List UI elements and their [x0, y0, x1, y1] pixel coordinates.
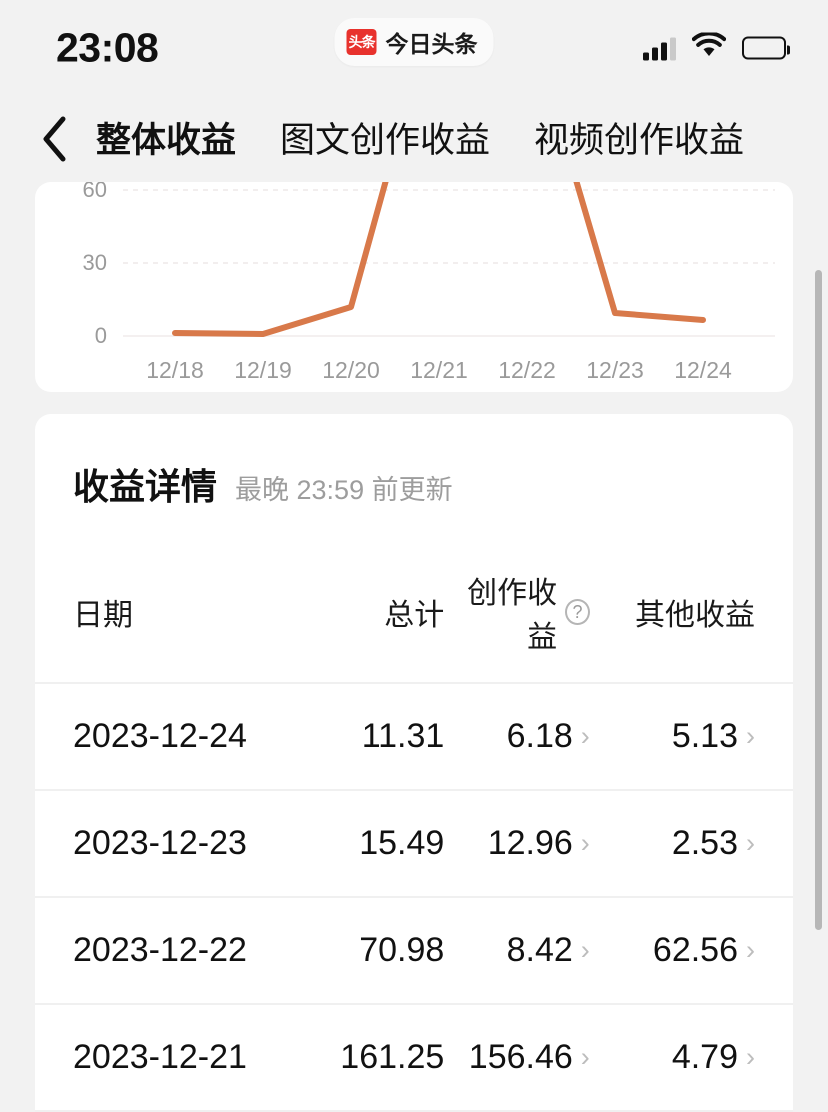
cell-creation[interactable]: 8.42 ›	[444, 897, 634, 1004]
cell-other-value: 2.53	[671, 824, 738, 862]
tab-label: 整体收益	[96, 120, 237, 160]
detail-subtitle: 最晚 23:59 前更新	[235, 475, 453, 505]
cell-creation[interactable]: 156.46 ›	[444, 1004, 634, 1111]
xtick-label: 12/19	[234, 357, 292, 383]
cell-creation[interactable]: 6.18 ›	[444, 683, 634, 790]
ytick-label: 60	[83, 182, 107, 202]
cell-other[interactable]: 62.56 ›	[634, 897, 793, 1004]
cell-other-value: 4.79	[671, 1038, 738, 1076]
column-header-date: 日期	[73, 599, 133, 632]
cell-date: 2023-12-21	[73, 1038, 247, 1076]
cell-date: 2023-12-22	[73, 931, 247, 969]
toutiao-logo-icon: 头条	[346, 29, 377, 55]
island-app-name: 今日头条	[385, 31, 478, 57]
chevron-right-icon: ›	[746, 721, 755, 751]
chevron-right-icon: ›	[580, 935, 590, 965]
cell-other[interactable]: 2.53 ›	[634, 790, 793, 897]
ytick-label: 0	[95, 323, 107, 348]
cell-total: 70.98	[359, 931, 445, 969]
cell-other[interactable]: 4.79 ›	[634, 1004, 793, 1111]
wifi-icon	[691, 31, 727, 64]
earnings-line-chart: 60 30 0 12/18 12/19 12/20 12/21 12/22 12…	[35, 182, 793, 392]
cell-total: 11.31	[361, 717, 445, 755]
chevron-right-icon: ›	[580, 828, 590, 858]
table-row[interactable]: 2023-12-24 11.31 6.18 › 5.13 ›	[35, 683, 793, 790]
table-row[interactable]: 2023-12-21 161.25 156.46 › 4.79 ›	[35, 1004, 793, 1111]
xtick-label: 12/23	[586, 357, 644, 383]
cell-creation-value: 8.42	[506, 931, 573, 969]
tab-label: 图文创作收益	[280, 120, 491, 160]
column-header-creation-label: 创作收益	[467, 577, 558, 654]
cell-total: 161.25	[340, 1038, 445, 1076]
chevron-right-icon: ›	[580, 721, 590, 751]
cell-creation-value: 12.96	[487, 824, 573, 862]
cell-other-value: 5.13	[671, 717, 738, 755]
battery-icon	[742, 36, 790, 60]
tab-article-earnings[interactable]: 图文创作收益	[280, 112, 490, 167]
detail-title: 收益详情	[73, 466, 218, 507]
xtick-label: 12/24	[674, 357, 732, 383]
xtick-label: 12/20	[322, 357, 380, 383]
chevron-right-icon: ›	[746, 828, 755, 858]
ytick-label: 30	[83, 250, 107, 275]
table-row[interactable]: 2023-12-23 15.49 12.96 › 2.53 ›	[35, 790, 793, 897]
cell-creation-value: 156.46	[468, 1038, 573, 1076]
dynamic-island-app-pill[interactable]: 头条 今日头条	[334, 18, 494, 66]
vertical-scrollbar[interactable]	[815, 270, 822, 930]
status-icons	[643, 31, 790, 64]
cell-other[interactable]: 5.13 ›	[634, 683, 793, 790]
scroll-content[interactable]: 60 30 0 12/18 12/19 12/20 12/21 12/22 12…	[0, 182, 828, 1112]
tab-label: 视频创作收益	[534, 120, 745, 160]
earnings-chart-card: 60 30 0 12/18 12/19 12/20 12/21 12/22 12…	[35, 182, 793, 392]
tab-list: 整体收益 图文创作收益 视频创作收益	[96, 112, 744, 193]
question-mark-icon[interactable]: ?	[565, 599, 590, 625]
table-body: 2023-12-24 11.31 6.18 › 5.13 › 2023-12-23 …	[35, 683, 793, 1112]
cell-creation[interactable]: 12.96 ›	[444, 790, 634, 897]
earnings-detail-card: 收益详情 最晚 23:59 前更新 日期 总计 创作收益 ? 其他	[35, 414, 793, 1112]
column-header-other: 其他收益	[635, 599, 755, 632]
xtick-label: 12/18	[146, 357, 204, 383]
status-time: 23:08	[56, 24, 159, 71]
tab-video-earnings[interactable]: 视频创作收益	[534, 112, 744, 167]
detail-header: 收益详情 最晚 23:59 前更新	[35, 414, 793, 546]
cell-total: 15.49	[359, 824, 445, 862]
chart-svg: 60 30 0 12/18 12/19 12/20 12/21 12/22 12…	[83, 182, 775, 383]
cell-date: 2023-12-23	[73, 824, 247, 862]
tab-overall-earnings[interactable]: 整体收益	[96, 112, 237, 193]
column-header-total: 总计	[384, 599, 445, 632]
xtick-label: 12/22	[498, 357, 556, 383]
table-row[interactable]: 2023-12-22 70.98 8.42 › 62.56 ›	[35, 897, 793, 1004]
chart-line-series	[172, 182, 706, 337]
xtick-label: 12/21	[410, 357, 468, 383]
earnings-table: 日期 总计 创作收益 ? 其他收益 2023-12-24	[35, 546, 793, 1112]
cell-creation-value: 6.18	[506, 717, 573, 755]
navigation-tab-bar: 整体收益 图文创作收益 视频创作收益	[0, 96, 828, 193]
table-header: 日期 总计 创作收益 ? 其他收益	[35, 546, 793, 683]
chevron-right-icon: ›	[746, 935, 755, 965]
back-chevron-icon[interactable]	[28, 112, 82, 166]
column-header-creation: 创作收益 ?	[444, 546, 634, 683]
signal-bars-icon	[643, 36, 676, 60]
status-bar: 23:08 头条 今日头条	[0, 0, 828, 96]
chevron-right-icon: ›	[580, 1042, 590, 1072]
cell-other-value: 62.56	[652, 931, 738, 969]
cell-date: 2023-12-24	[73, 717, 247, 755]
chevron-right-icon: ›	[746, 1042, 755, 1072]
